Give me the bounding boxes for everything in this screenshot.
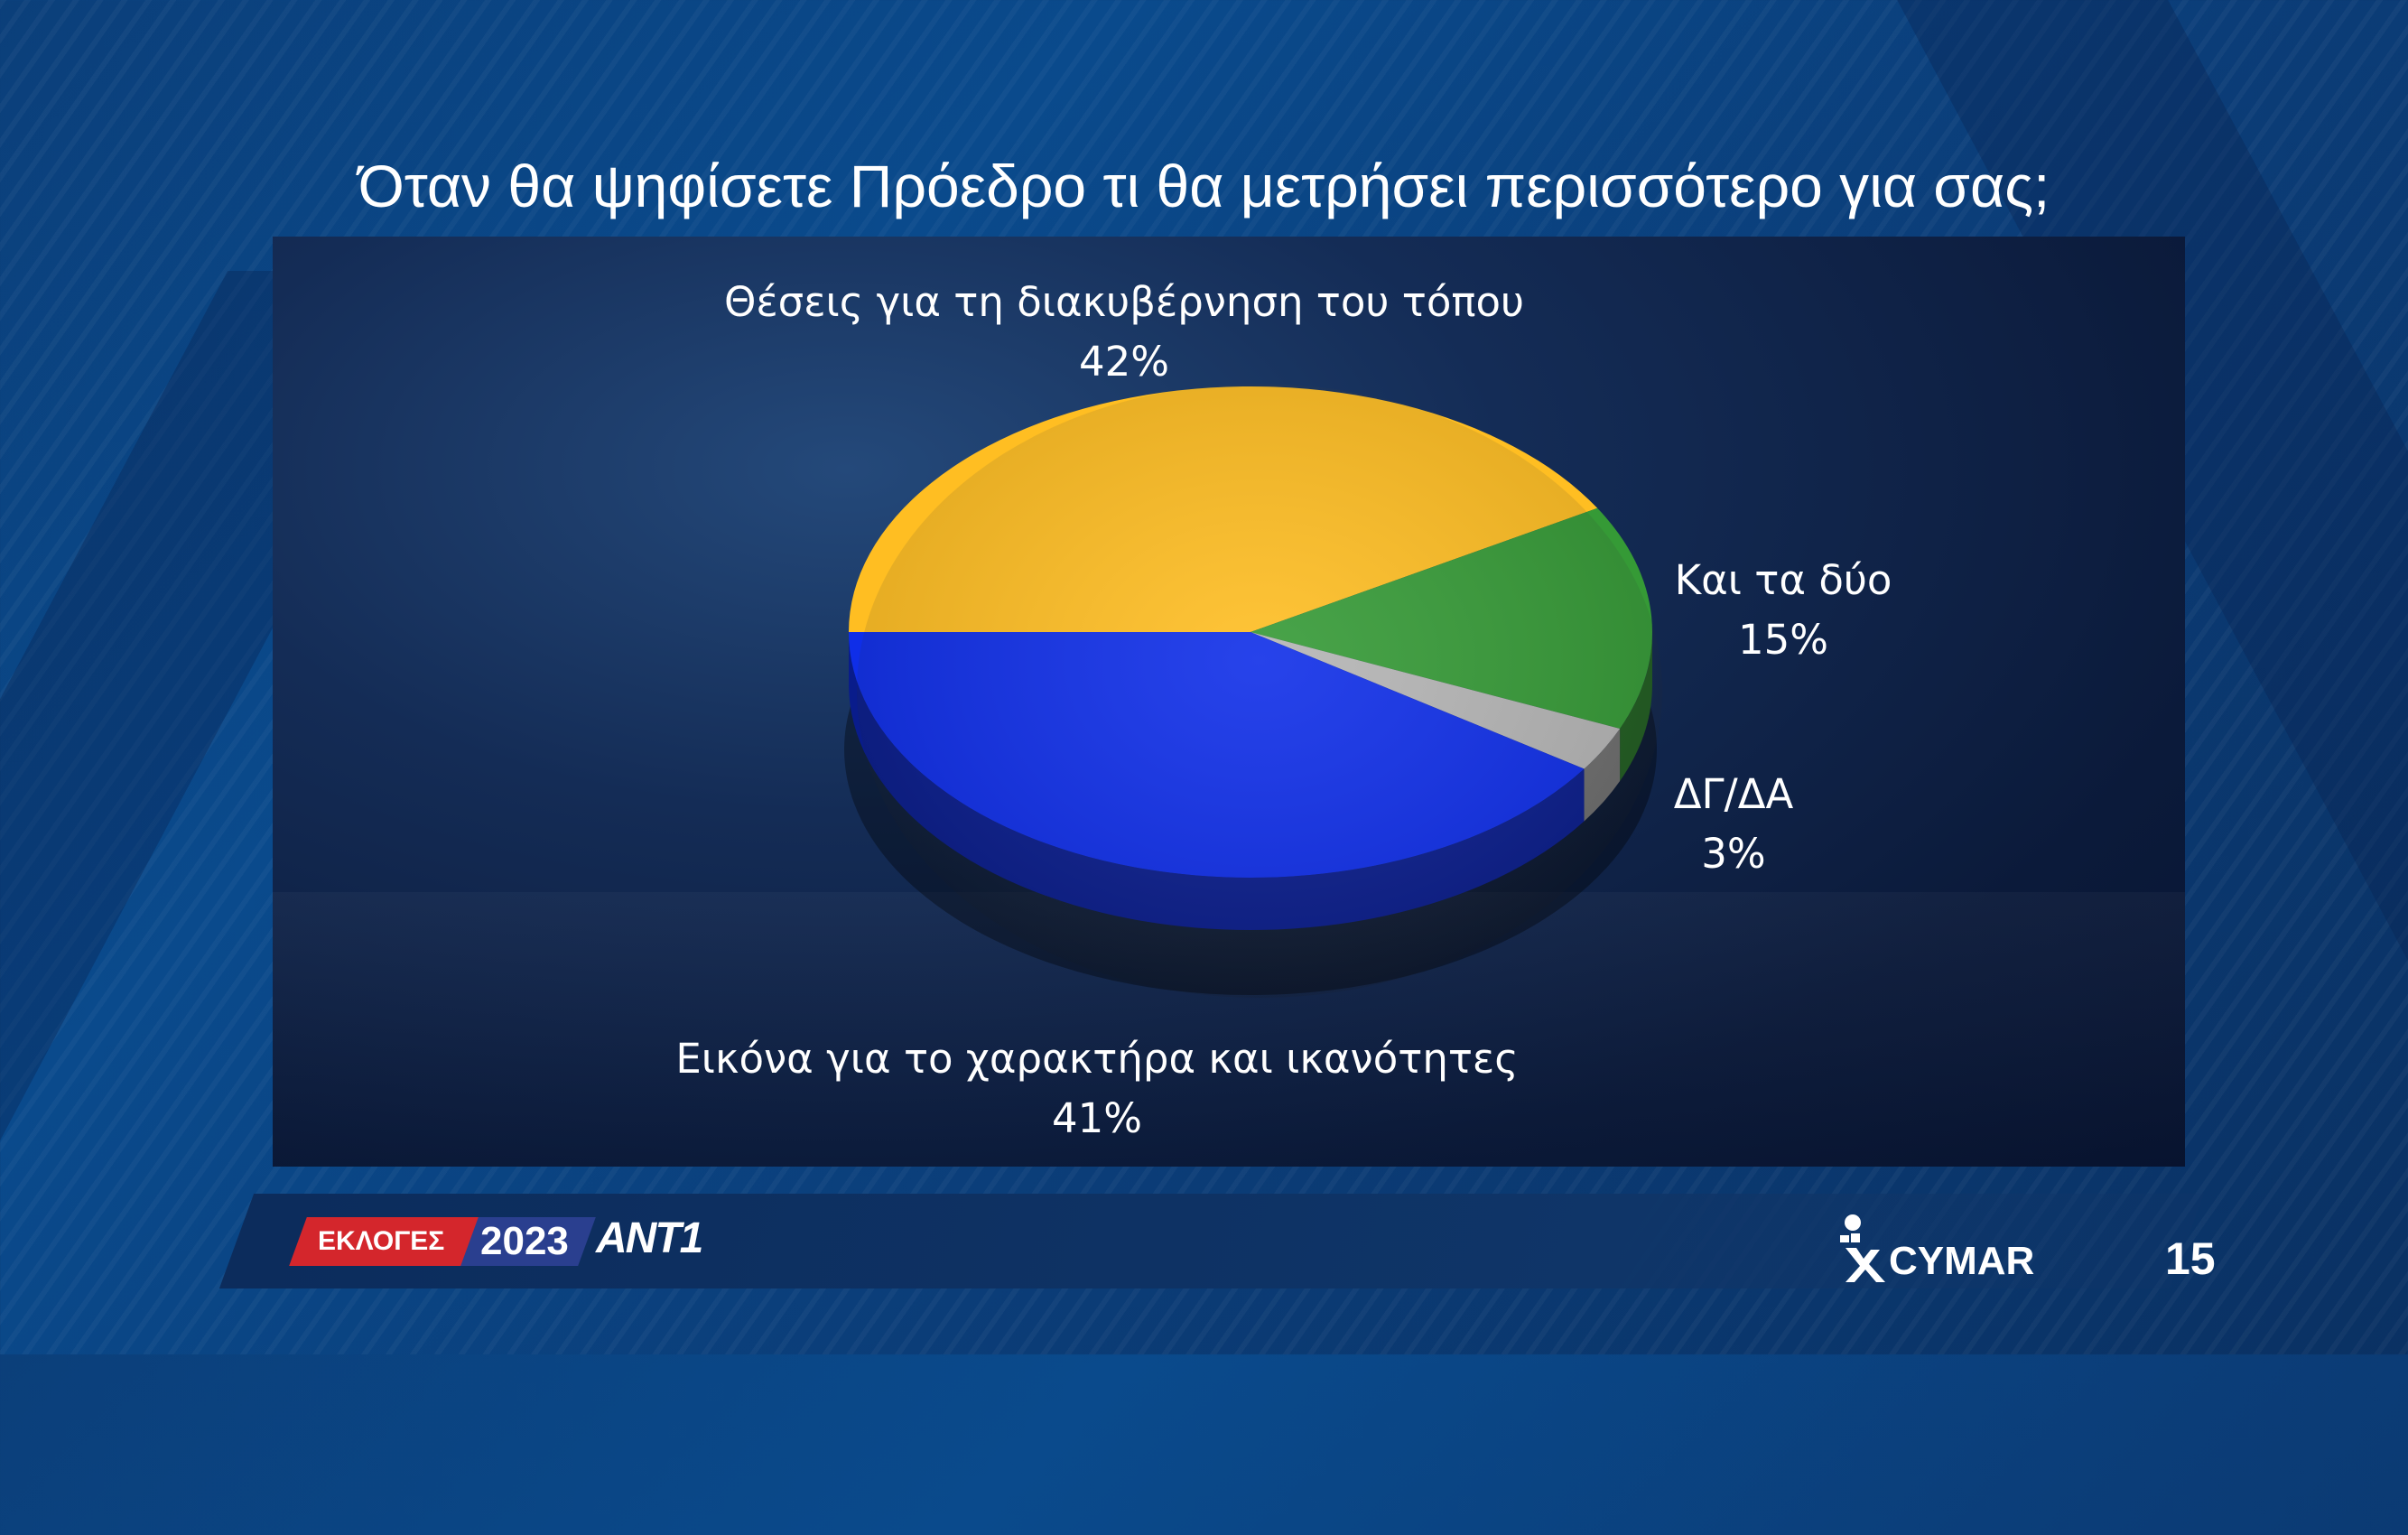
slice-label-governance-name: Θέσεις για τη διακυβέρνηση του τόπου	[723, 278, 1525, 326]
network-logo: ANT1	[596, 1214, 703, 1262]
elections-badge-text: ΕΚΛΟΓΕΣ	[318, 1226, 445, 1256]
slice-label-governance: Θέσεις για τη διακυβέρνηση του τόπου 42%	[668, 273, 1580, 392]
pie-chart	[844, 384, 1662, 998]
year-text: 2023	[480, 1219, 569, 1263]
pollster-logo-icon	[1840, 1214, 1885, 1282]
slice-label-dkna-name: ΔΓ/ΔΑ	[1673, 770, 1794, 818]
chart-title: Όταν θα ψηφίσετε Πρόεδρο τι θα μετρήσει …	[358, 153, 2050, 219]
slice-label-image-value: 41%	[1051, 1094, 1143, 1142]
slice-label-governance-value: 42%	[1078, 338, 1170, 386]
slice-label-dkna-value: 3%	[1701, 830, 1766, 878]
slice-label-both: Και τα δύο 15%	[1643, 551, 1923, 670]
pie-top	[849, 386, 1652, 879]
slice-label-both-value: 15%	[1737, 616, 1829, 664]
pollster-logo-text: CYMAR	[1889, 1239, 2035, 1283]
slice-label-both-name: Και τα δύο	[1674, 556, 1892, 604]
slice-label-dkna: ΔΓ/ΔΑ 3%	[1652, 765, 1815, 884]
slice-label-image-name: Εικόνα για το χαρακτήρα και ικανότητες	[675, 1035, 1519, 1083]
page-number: 15	[2165, 1233, 2216, 1284]
slice-label-image: Εικόνα για το χαρακτήρα και ικανότητες 4…	[632, 1029, 1562, 1149]
